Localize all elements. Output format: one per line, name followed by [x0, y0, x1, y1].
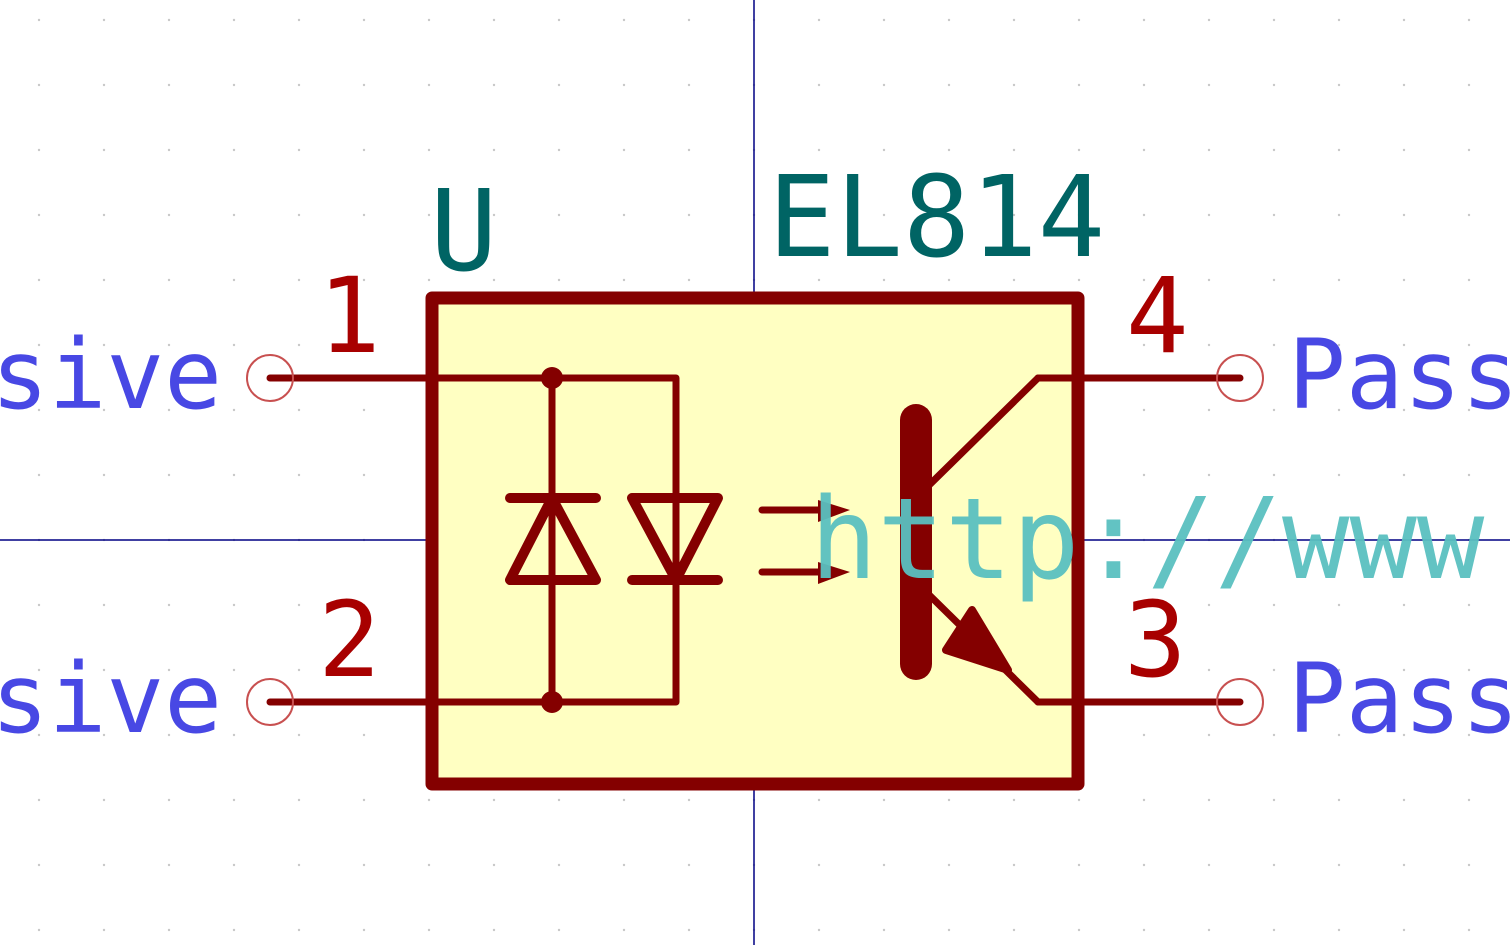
- pin-1-end: [246, 354, 294, 402]
- diode-up-icon: [505, 493, 601, 585]
- pin-3-type: Passive: [1288, 643, 1510, 755]
- pin-4-number: 4: [1126, 255, 1189, 377]
- pin-2-number: 2: [318, 579, 381, 701]
- datasheet-field[interactable]: http://www: [810, 475, 1485, 605]
- phototransistor-icon: [900, 374, 1042, 706]
- pin-3-number: 3: [1124, 579, 1187, 701]
- pin-1-type: Passive: [0, 319, 222, 431]
- reference-label[interactable]: U: [430, 167, 497, 297]
- light-arrows-icon: [758, 500, 850, 584]
- diode-down-icon: [627, 493, 723, 585]
- pin-4-end: [1216, 354, 1264, 402]
- pin-endpoints[interactable]: [246, 354, 1264, 726]
- diode-wiring: [548, 374, 680, 706]
- pin-1-number: 1: [318, 255, 381, 377]
- value-label[interactable]: EL814: [768, 153, 1105, 283]
- pin-3-end: [1216, 678, 1264, 726]
- pin-4-type: Passive: [1288, 319, 1510, 431]
- pin-lines: [266, 374, 1244, 706]
- pin-2-type: Passive: [0, 643, 222, 755]
- pin-2-end: [246, 678, 294, 726]
- junction-dots: [541, 367, 563, 713]
